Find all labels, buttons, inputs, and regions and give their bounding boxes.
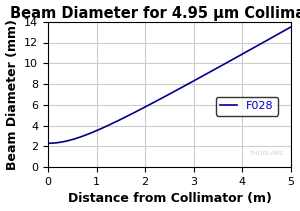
F028: [46, 142, 50, 145]
X-axis label: Distance from Collimator (m): Distance from Collimator (m): [68, 192, 272, 206]
Legend: F028: F028: [216, 97, 278, 116]
Title: Beam Diameter for 4.95 μm Collimator: Beam Diameter for 4.95 μm Collimator: [10, 5, 300, 20]
F028: [162, 96, 165, 99]
F028: [245, 50, 249, 53]
Y-axis label: Beam Diameter (mm): Beam Diameter (mm): [6, 19, 19, 170]
F028: [178, 87, 181, 90]
Line: F028: F028: [48, 27, 291, 143]
F028: [289, 26, 293, 28]
Text: THORLABS: THORLABS: [250, 150, 284, 156]
F028: [283, 29, 287, 31]
F028: [163, 95, 166, 98]
F028: [191, 80, 194, 83]
